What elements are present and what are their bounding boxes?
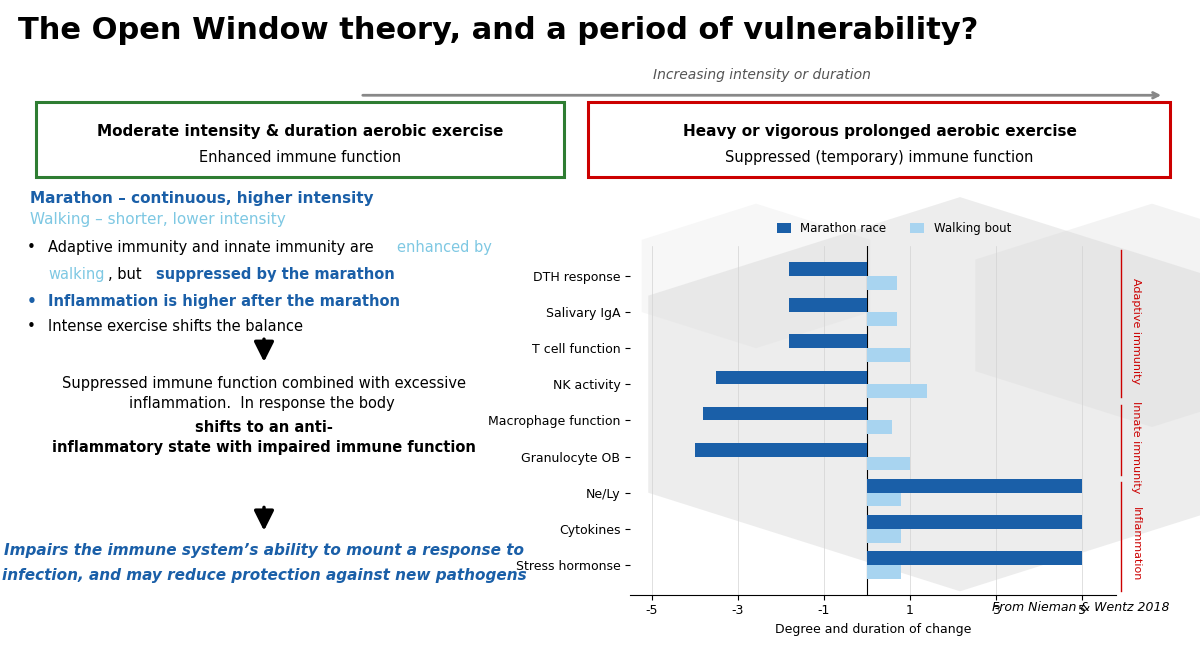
- Bar: [790, 334, 866, 348]
- Legend: Marathon race, Walking bout: Marathon race, Walking bout: [772, 217, 1015, 240]
- Text: enhanced by: enhanced by: [397, 240, 492, 255]
- Text: •: •: [26, 294, 36, 309]
- Bar: [866, 479, 1081, 493]
- Bar: [866, 565, 901, 579]
- Bar: [866, 348, 910, 362]
- FancyBboxPatch shape: [588, 102, 1170, 177]
- X-axis label: Degree and duration of change: Degree and duration of change: [775, 623, 971, 636]
- Bar: [703, 407, 866, 420]
- Text: walking: walking: [48, 267, 104, 283]
- Text: Heavy or vigorous prolonged aerobic exercise: Heavy or vigorous prolonged aerobic exer…: [683, 124, 1076, 139]
- Text: Inflammation is higher after the marathon: Inflammation is higher after the maratho…: [48, 294, 400, 309]
- Text: Moderate intensity & duration aerobic exercise: Moderate intensity & duration aerobic ex…: [97, 124, 503, 139]
- Text: Adaptive immunity and innate immunity are: Adaptive immunity and innate immunity ar…: [48, 240, 378, 255]
- Bar: [790, 298, 866, 312]
- Polygon shape: [642, 204, 870, 348]
- Bar: [695, 443, 866, 457]
- Text: •: •: [26, 240, 35, 255]
- Bar: [866, 529, 901, 543]
- Text: Walking – shorter, lower intensity: Walking – shorter, lower intensity: [30, 212, 286, 227]
- Bar: [866, 493, 901, 507]
- Text: Impairs the immune system’s ability to mount a response to: Impairs the immune system’s ability to m…: [4, 543, 524, 558]
- Bar: [716, 371, 866, 384]
- Text: Increasing intensity or duration: Increasing intensity or duration: [653, 68, 871, 82]
- Bar: [866, 420, 893, 434]
- Text: Innate immunity: Innate immunity: [1130, 401, 1140, 493]
- Text: Suppressed immune function combined with excessive
inflammation.  In response th: Suppressed immune function combined with…: [62, 376, 466, 411]
- Polygon shape: [648, 197, 1200, 591]
- Bar: [866, 457, 910, 470]
- Text: Inflammation: Inflammation: [1130, 507, 1140, 581]
- Text: , but: , but: [108, 267, 146, 283]
- Text: From Nieman & Wentz 2018: From Nieman & Wentz 2018: [992, 601, 1170, 614]
- Text: Enhanced immune function: Enhanced immune function: [199, 150, 401, 165]
- Text: Adaptive immunity: Adaptive immunity: [1130, 278, 1140, 384]
- Text: Intense exercise shifts the balance: Intense exercise shifts the balance: [48, 319, 302, 334]
- Bar: [866, 276, 896, 290]
- Bar: [866, 551, 1081, 565]
- Text: suppressed by the marathon: suppressed by the marathon: [156, 267, 395, 283]
- Bar: [866, 515, 1081, 529]
- Polygon shape: [976, 204, 1200, 427]
- Text: The Open Window theory, and a period of vulnerability?: The Open Window theory, and a period of …: [18, 16, 978, 45]
- Bar: [866, 384, 926, 398]
- Text: shifts to an anti-
inflammatory state with impaired immune function: shifts to an anti- inflammatory state wi…: [52, 420, 476, 455]
- Text: Marathon – continuous, higher intensity: Marathon – continuous, higher intensity: [30, 191, 373, 206]
- Bar: [866, 312, 896, 326]
- Text: Suppressed (temporary) immune function: Suppressed (temporary) immune function: [726, 150, 1033, 165]
- Text: infection, and may reduce protection against new pathogens: infection, and may reduce protection aga…: [1, 568, 527, 583]
- FancyBboxPatch shape: [36, 102, 564, 177]
- Text: •: •: [26, 319, 35, 334]
- Bar: [790, 262, 866, 276]
